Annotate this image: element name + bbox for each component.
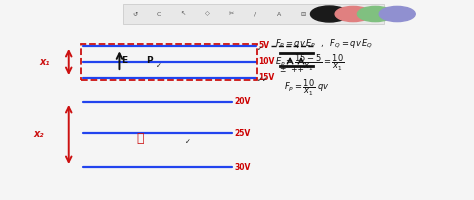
Circle shape: [310, 6, 348, 22]
Text: ±  ++: ± ++: [280, 66, 303, 74]
Text: A: A: [277, 11, 282, 17]
Circle shape: [379, 6, 415, 22]
Text: ✂: ✂: [228, 11, 234, 17]
Text: ↖: ↖: [181, 11, 186, 17]
Text: E: E: [121, 56, 127, 65]
Text: $E_P = \dfrac{15-5}{x_1} = \dfrac{10}{x_1}$: $E_P = \dfrac{15-5}{x_1} = \dfrac{10}{x_…: [275, 53, 345, 73]
Text: ✓: ✓: [185, 139, 191, 145]
Text: ✓: ✓: [156, 63, 162, 69]
Bar: [81, 44, 257, 80]
FancyBboxPatch shape: [123, 4, 384, 24]
Text: $F_P = \dfrac{10}{x_1}\ qv$: $F_P = \dfrac{10}{x_1}\ qv$: [284, 78, 330, 98]
Text: ✓✓: ✓✓: [257, 77, 269, 83]
Text: $F_P = qv\,E_P\ \ ,\ \ F_Q = qv\,E_Q$: $F_P = qv\,E_P\ \ ,\ \ F_Q = qv\,E_Q$: [275, 38, 373, 50]
Text: 25V: 25V: [234, 129, 250, 138]
Text: ⊟: ⊟: [301, 11, 306, 17]
Text: ↺: ↺: [132, 11, 138, 17]
Text: 15V: 15V: [258, 73, 274, 82]
Circle shape: [335, 6, 371, 22]
Text: ◇: ◇: [205, 11, 210, 17]
Text: 5V: 5V: [258, 42, 269, 50]
Text: Ⓠ: Ⓠ: [136, 132, 144, 144]
Text: 30V: 30V: [234, 162, 251, 171]
Text: 10V: 10V: [258, 58, 275, 66]
Circle shape: [357, 6, 393, 22]
Text: /: /: [254, 11, 256, 17]
Text: ✓: ✓: [257, 46, 263, 52]
Text: x₁: x₁: [40, 57, 50, 67]
Text: C: C: [157, 11, 161, 17]
Text: x₂: x₂: [34, 129, 44, 139]
Text: 20V: 20V: [234, 98, 251, 106]
Text: P: P: [146, 56, 153, 65]
